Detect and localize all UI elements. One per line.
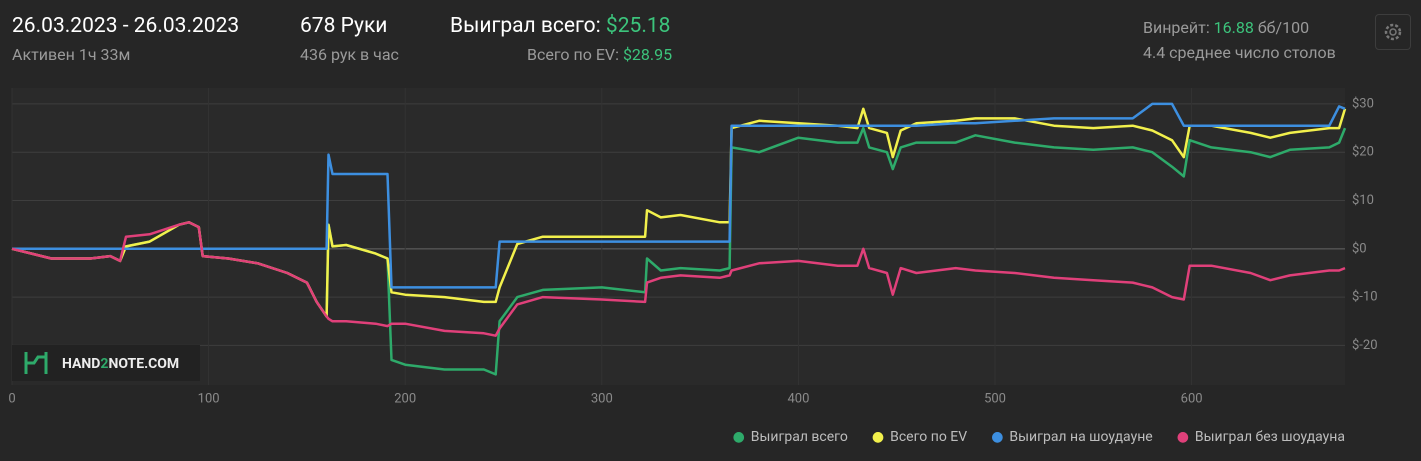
x-tick-label: 600	[1181, 391, 1203, 406]
ev-total: Всего по EV: $28.95	[527, 45, 672, 64]
x-tick-label: 500	[984, 391, 1006, 406]
winrate: Винрейт: 16.88 бб/100	[1143, 18, 1309, 37]
value: 16.88	[1213, 18, 1254, 37]
plot-area	[12, 88, 1345, 385]
x-tick-label: 200	[394, 391, 416, 406]
label: Винрейт:	[1143, 18, 1210, 37]
label: Выиграл всего:	[450, 14, 601, 38]
gear-icon	[1384, 23, 1402, 41]
active-time: Активен 1ч 33м	[12, 45, 131, 64]
date-range: 26.03.2023 - 26.03.2023	[12, 14, 240, 38]
value: $28.95	[622, 45, 673, 64]
logo-part: 2	[100, 356, 108, 372]
legend-dot: ●	[991, 429, 1004, 445]
label: Всего по EV:	[527, 45, 619, 64]
legend-label: Выиграл всего	[750, 429, 848, 445]
legend-label: Всего по EV	[890, 429, 968, 445]
legend-item[interactable]: ● Выиграл на шоудауне	[991, 429, 1153, 445]
series-line	[11, 126, 1347, 376]
logo-box	[12, 345, 200, 381]
series-line	[12, 102, 1346, 289]
y-tick-label: $20	[1352, 145, 1374, 160]
logo-text: HAND2NOTE.COM	[62, 356, 179, 372]
tables: 4.4 среднее число столов	[1143, 43, 1336, 62]
legend-label: Выиграл на шоудауне	[1009, 429, 1153, 445]
logo-icon	[24, 352, 48, 374]
hands-per-hour: 436 рук в час	[300, 45, 399, 64]
x-tick-label: 0	[8, 391, 15, 406]
legend-dot: ●	[732, 429, 745, 445]
settings-button[interactable]	[1375, 14, 1411, 50]
y-tick-label: $-20	[1352, 338, 1378, 353]
logo-part: HAND	[62, 356, 100, 372]
won-total: Выиграл всего: $25.18	[450, 14, 670, 38]
x-tick-label: 100	[198, 391, 220, 406]
x-tick-label: 300	[591, 391, 613, 406]
legend: ● Выиграл всего ● Всего по EV ● Выиграл на шо…	[733, 429, 1345, 445]
x-tick-label: 400	[787, 391, 809, 406]
value: $25.18	[605, 14, 671, 38]
hands: 678 Руки	[300, 14, 388, 38]
unit: бб/100	[1257, 18, 1310, 37]
legend-dot: ●	[1176, 429, 1189, 445]
legend-item[interactable]: ● Выиграл всего	[733, 429, 848, 445]
legend-item[interactable]: ● Всего по EV	[872, 429, 967, 445]
legend-label: Выиграл без шоудауна	[1194, 429, 1345, 445]
legend-dot: ●	[871, 429, 885, 445]
y-tick-label: $10	[1352, 193, 1374, 208]
legend-item[interactable]: ● Выиграл без шоудауна	[1177, 429, 1345, 445]
series-line	[11, 107, 1347, 318]
y-tick-label: $30	[1352, 96, 1374, 111]
y-tick-label: $0	[1352, 241, 1367, 256]
y-tick-label: $-10	[1352, 290, 1378, 305]
logo-part: NOTE.COM	[108, 356, 179, 372]
series-line	[11, 221, 1346, 337]
